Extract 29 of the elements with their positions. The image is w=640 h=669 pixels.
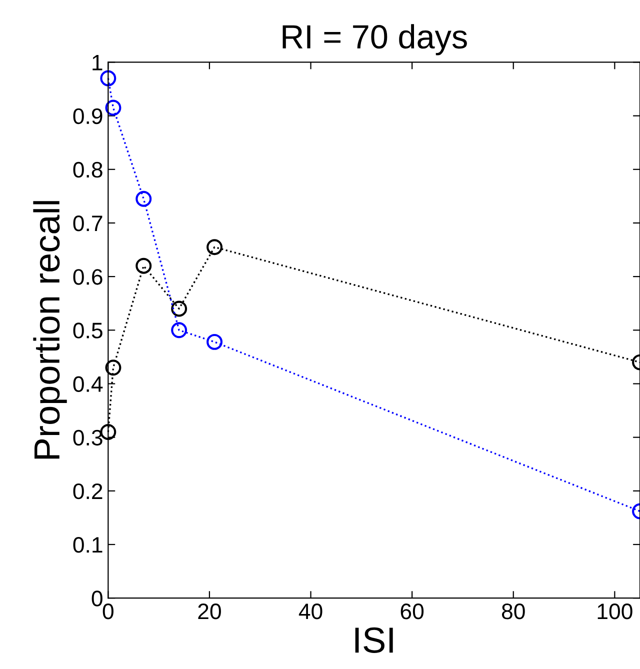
- y-tick-label: 0.3: [73, 430, 102, 446]
- point: [206, 239, 223, 256]
- y-tick-label: 0.7: [73, 216, 102, 232]
- x-tick-label: 40: [298, 604, 322, 620]
- x-tick-label: 0: [102, 604, 114, 620]
- x-axis-title: ISI: [355, 627, 393, 653]
- y-tick-label: 0.5: [73, 322, 102, 338]
- point: [105, 360, 122, 376]
- point: [136, 190, 152, 207]
- x-tick-label: 20: [198, 604, 221, 620]
- y-tick-label: 0: [92, 590, 102, 606]
- point: [171, 300, 188, 317]
- y-tick-label: 0.4: [73, 376, 103, 392]
- point: [105, 100, 122, 116]
- y-axis-title: Proportion recall: [33, 201, 67, 459]
- point: [100, 70, 116, 86]
- point: [206, 334, 223, 350]
- chart-title: RI = 70 days: [282, 24, 467, 56]
- point: [136, 258, 152, 274]
- point: [171, 322, 188, 338]
- x-tick-label: 60: [400, 604, 424, 620]
- y-tick-label: 0.9: [73, 108, 102, 124]
- y-tick-label: 0.8: [73, 162, 102, 178]
- y-tick-label: 1: [92, 54, 102, 70]
- y-tick-label: 0.2: [73, 483, 102, 500]
- y-tick-label: 0.1: [73, 537, 102, 553]
- y-tick-label: 0.6: [73, 269, 102, 285]
- x-tick-label: 80: [502, 604, 525, 620]
- x-tick-label: 100: [598, 604, 632, 620]
